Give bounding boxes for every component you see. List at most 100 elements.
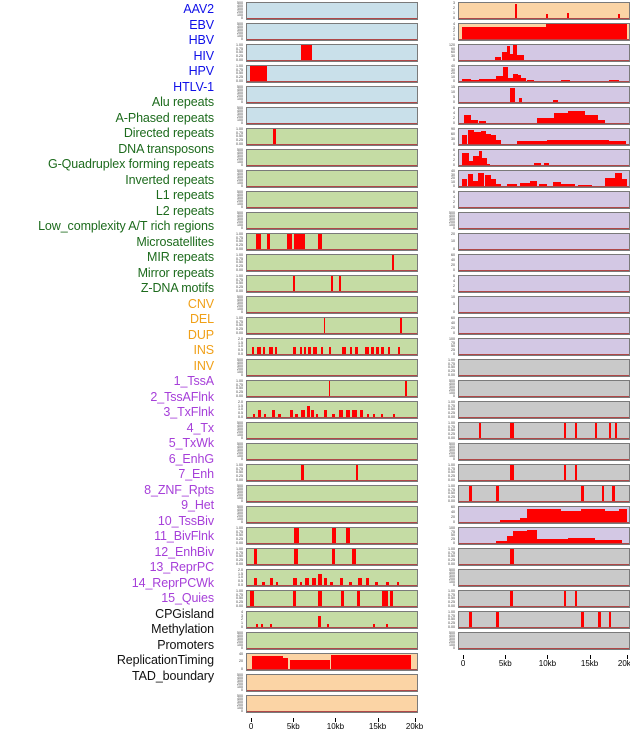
track-g-quadruplex-forming-repeats[interactable] <box>458 212 630 230</box>
y-tick-label: 0.00 <box>236 563 243 567</box>
track-plot-area <box>459 276 629 292</box>
track-ins[interactable] <box>246 464 418 482</box>
track-hpv[interactable] <box>458 86 630 104</box>
track-mir-repeats[interactable] <box>246 338 418 356</box>
track-2-tssaflnk[interactable] <box>246 527 418 545</box>
track-hiv[interactable] <box>246 65 418 83</box>
track-low-complexity-a-t-rich-regions[interactable] <box>458 296 630 314</box>
track-baseline <box>459 123 629 125</box>
track-plot-area <box>247 486 417 502</box>
track-4-tx[interactable] <box>458 569 630 587</box>
track-dna-transposons[interactable] <box>458 191 630 209</box>
track-dna-transposons[interactable] <box>246 191 418 209</box>
track-cnv[interactable] <box>246 401 418 419</box>
track-mir-repeats[interactable] <box>458 338 630 356</box>
y-tick-label: 0 <box>453 59 455 63</box>
track-5-txwk[interactable] <box>458 590 630 608</box>
track-ebv[interactable] <box>246 23 418 41</box>
track-microsatellites[interactable] <box>458 317 630 335</box>
track-label-hbv: HBV <box>189 34 214 47</box>
track-plot-area <box>459 591 629 607</box>
track-l1-repeats[interactable] <box>458 254 630 272</box>
track-dup[interactable] <box>458 443 630 461</box>
track-baseline <box>247 522 417 524</box>
track-z-dna-motifs[interactable] <box>458 380 630 398</box>
track-l1-repeats[interactable] <box>246 254 418 272</box>
track-label-inverted-repeats: Inverted repeats <box>125 174 214 187</box>
track-1-tssa[interactable] <box>246 506 418 524</box>
track-a-phased-repeats[interactable] <box>458 149 630 167</box>
track-g-quadruplex-forming-repeats[interactable] <box>246 212 418 230</box>
track-baseline <box>247 690 417 692</box>
track-cnv[interactable] <box>458 401 630 419</box>
track-8-znf-rpts[interactable] <box>246 653 418 671</box>
track-inv[interactable] <box>246 485 418 503</box>
track-5-txwk[interactable] <box>246 590 418 608</box>
y-tick-label: 0 <box>453 101 455 105</box>
track-6-enhg[interactable] <box>246 611 418 629</box>
x-tick-label: 15kb <box>581 659 598 668</box>
track-microsatellites[interactable] <box>246 317 418 335</box>
track-aav2[interactable] <box>246 2 418 20</box>
track-7-enh[interactable] <box>458 632 630 650</box>
track-htlv-1[interactable] <box>246 107 418 125</box>
track-plot-area <box>247 297 417 313</box>
track-del[interactable] <box>246 422 418 440</box>
track-mirror-repeats[interactable] <box>458 359 630 377</box>
track-label-promoters: Promoters <box>157 639 214 652</box>
track-6-enhg[interactable] <box>458 611 630 629</box>
y-tick-label: 40 <box>451 511 455 515</box>
track-baseline <box>459 564 629 566</box>
track-inv[interactable] <box>458 485 630 503</box>
y-tick-label: 0 <box>453 122 455 126</box>
y-tick-label: 0 <box>453 269 455 273</box>
track-htlv-1[interactable] <box>458 107 630 125</box>
track-baseline <box>247 501 417 503</box>
track-hbv[interactable] <box>458 44 630 62</box>
track-alu-repeats[interactable] <box>246 128 418 146</box>
track-baseline <box>459 165 629 167</box>
track-2-tssaflnk[interactable] <box>458 527 630 545</box>
track-label-replicationtiming: ReplicationTiming <box>117 654 214 667</box>
track-inverted-repeats[interactable] <box>246 233 418 251</box>
track-ins[interactable] <box>458 464 630 482</box>
track-1-tssa[interactable] <box>458 506 630 524</box>
track-7-enh[interactable] <box>246 632 418 650</box>
track-low-complexity-a-t-rich-regions[interactable] <box>246 296 418 314</box>
track-l2-repeats[interactable] <box>246 275 418 293</box>
track-alu-repeats[interactable] <box>458 128 630 146</box>
track-del[interactable] <box>458 422 630 440</box>
track-3-txflnk[interactable] <box>246 548 418 566</box>
track-ebv[interactable] <box>458 23 630 41</box>
y-tick-label: 40 <box>451 259 455 263</box>
track-plot-area <box>459 465 629 481</box>
track-label-htlv-1: HTLV-1 <box>173 81 214 94</box>
track-hbv[interactable] <box>246 44 418 62</box>
track-z-dna-motifs[interactable] <box>246 380 418 398</box>
x-tick-label: 10kb <box>539 659 556 668</box>
track-baseline <box>247 648 417 650</box>
track-directed-repeats[interactable] <box>246 170 418 188</box>
track-plot-area <box>247 381 417 397</box>
track-label-l1-repeats: L1 repeats <box>156 189 214 202</box>
track-a-phased-repeats[interactable] <box>246 149 418 167</box>
track-inverted-repeats[interactable] <box>458 233 630 251</box>
track-4-tx[interactable] <box>246 569 418 587</box>
track-plot-area <box>247 3 417 19</box>
track-hiv[interactable] <box>458 65 630 83</box>
track-dup[interactable] <box>246 443 418 461</box>
track-directed-repeats[interactable] <box>458 170 630 188</box>
track-label-z-dna-motifs: Z-DNA motifs <box>141 282 214 295</box>
track-10-tssbiv[interactable] <box>246 695 418 713</box>
track-aav2[interactable] <box>458 2 630 20</box>
track-label-10-tssbiv: 10_TssBiv <box>158 515 214 528</box>
track-9-het[interactable] <box>246 674 418 692</box>
track-baseline <box>459 606 629 608</box>
track-baseline <box>247 375 417 377</box>
track-hpv[interactable] <box>246 86 418 104</box>
track-3-txflnk[interactable] <box>458 548 630 566</box>
track-mirror-repeats[interactable] <box>246 359 418 377</box>
track-l2-repeats[interactable] <box>458 275 630 293</box>
